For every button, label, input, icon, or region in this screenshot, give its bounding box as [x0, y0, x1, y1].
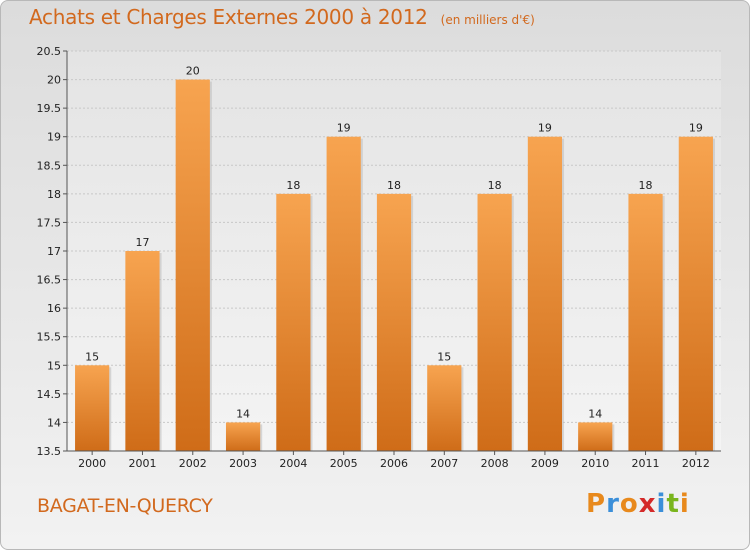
- data-label: 17: [135, 236, 149, 249]
- data-label: 19: [337, 122, 351, 135]
- data-label: 18: [488, 179, 502, 192]
- x-tick-label: 2007: [430, 457, 458, 470]
- x-tick-label: 2003: [229, 457, 257, 470]
- data-label: 14: [236, 407, 250, 420]
- chart-title: Achats et Charges Externes 2000 à 2012: [29, 5, 428, 29]
- data-label: 18: [387, 179, 401, 192]
- x-tick-label: 2012: [682, 457, 710, 470]
- x-tick-label: 2001: [128, 457, 156, 470]
- y-tick-label: 15.5: [37, 331, 62, 344]
- x-tick-label: 2000: [78, 457, 106, 470]
- y-tick-label: 13.5: [37, 445, 62, 458]
- bar: [527, 136, 563, 451]
- data-label: 20: [186, 65, 200, 78]
- x-tick-label: 2002: [179, 457, 207, 470]
- proxiti-logo[interactable]: Proxiti: [586, 489, 690, 519]
- y-tick-label: 14.5: [37, 388, 62, 401]
- bar: [578, 422, 613, 451]
- x-tick-label: 2011: [632, 457, 660, 470]
- y-tick-label: 20.5: [37, 45, 62, 58]
- logo-letter: r: [606, 489, 620, 519]
- x-tick-label: 2010: [581, 457, 609, 470]
- y-tick-label: 20: [47, 74, 61, 87]
- bar: [125, 251, 160, 451]
- y-tick-label: 19: [47, 131, 61, 144]
- y-tick-label: 19.5: [37, 102, 62, 115]
- y-tick-label: 17: [47, 245, 61, 258]
- bar: [75, 365, 110, 451]
- bar: [678, 136, 713, 451]
- place-name: BAGAT-EN-QUERCY: [37, 495, 213, 517]
- logo-letter: i: [656, 489, 667, 519]
- logo-letter: o: [619, 489, 639, 519]
- y-tick-label: 18: [47, 188, 61, 201]
- y-tick-label: 16.5: [37, 274, 62, 287]
- y-tick-label: 14: [47, 416, 61, 429]
- x-tick-label: 2009: [531, 457, 559, 470]
- title-row: Achats et Charges Externes 2000 à 2012 (…: [29, 5, 535, 29]
- x-tick-label: 2004: [279, 457, 307, 470]
- data-label: 19: [689, 122, 703, 135]
- bar: [326, 136, 361, 451]
- bar: [175, 79, 210, 452]
- bar: [276, 193, 311, 451]
- y-tick-label: 16: [47, 302, 61, 315]
- x-tick-label: 2008: [481, 457, 509, 470]
- bar: [225, 422, 261, 451]
- data-label: 18: [639, 179, 653, 192]
- y-tick-label: 18.5: [37, 159, 62, 172]
- y-tick-label: 15: [47, 359, 61, 372]
- x-tick-label: 2005: [330, 457, 358, 470]
- chart-subtitle: (en milliers d'€): [440, 13, 535, 27]
- bar: [628, 193, 663, 451]
- logo-letter: x: [638, 489, 657, 519]
- bar: [477, 193, 512, 451]
- data-label: 15: [85, 350, 99, 363]
- data-label: 14: [588, 407, 602, 420]
- logo-letter: P: [586, 489, 607, 519]
- bar: [427, 365, 462, 451]
- data-label: 18: [286, 179, 300, 192]
- data-label: 19: [538, 122, 552, 135]
- logo-letter: t: [666, 489, 680, 519]
- x-tick-label: 2006: [380, 457, 408, 470]
- logo-letter: i: [679, 489, 690, 519]
- bar: [376, 193, 412, 451]
- data-label: 15: [437, 350, 451, 363]
- y-tick-label: 17.5: [37, 216, 62, 229]
